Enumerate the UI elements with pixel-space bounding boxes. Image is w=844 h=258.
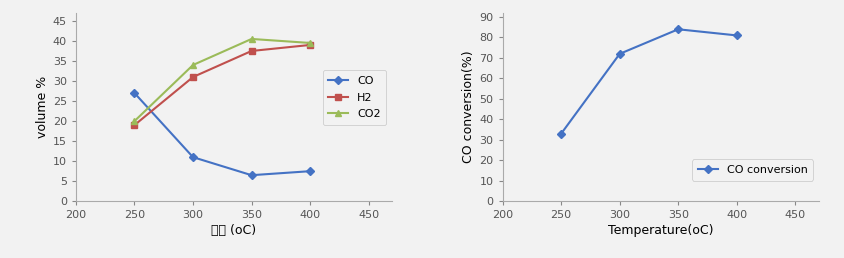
X-axis label: 온도 (oC): 온도 (oC) — [212, 224, 257, 237]
H2 — [188, 76, 198, 79]
H2 — [246, 50, 257, 53]
Legend: CO conversion: CO conversion — [692, 159, 813, 181]
CO2 — [129, 119, 139, 123]
CO — [129, 92, 139, 95]
CO2 — [188, 63, 198, 67]
CO2 — [246, 37, 257, 41]
Y-axis label: CO conversion(%): CO conversion(%) — [463, 51, 475, 163]
CO2 — [305, 41, 315, 44]
CO conversion — [614, 52, 625, 55]
Y-axis label: volume %: volume % — [35, 76, 49, 138]
CO conversion — [732, 34, 742, 37]
CO — [246, 174, 257, 177]
X-axis label: Temperature(oC): Temperature(oC) — [608, 224, 713, 237]
Line: CO: CO — [132, 90, 313, 178]
H2 — [305, 43, 315, 46]
Line: CO conversion: CO conversion — [559, 27, 739, 136]
CO — [305, 170, 315, 173]
CO — [188, 156, 198, 159]
CO conversion — [556, 132, 566, 135]
H2 — [129, 124, 139, 127]
Line: CO2: CO2 — [132, 36, 313, 124]
Legend: CO, H2, CO2: CO, H2, CO2 — [323, 70, 387, 125]
Line: H2: H2 — [132, 42, 313, 128]
CO conversion — [674, 28, 684, 31]
